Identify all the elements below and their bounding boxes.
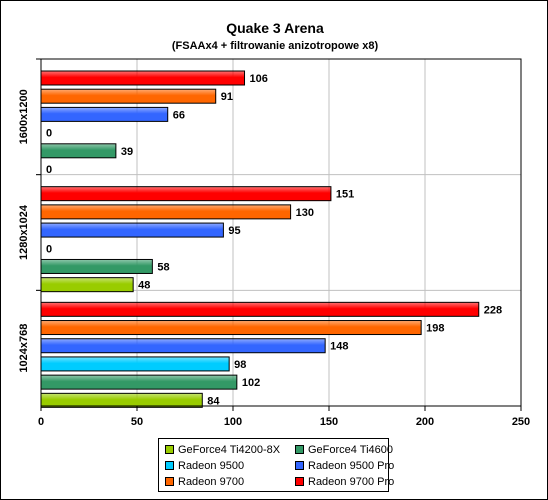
legend-label: GeForce4 Ti4200-8X — [178, 444, 281, 456]
bar — [40, 106, 169, 122]
bar — [40, 222, 224, 238]
bar — [40, 70, 246, 86]
bar — [40, 356, 230, 372]
x-tick-label: 100 — [224, 416, 242, 428]
chart-title: Quake 3 Arena — [226, 20, 324, 36]
data-label: 48 — [138, 280, 150, 292]
legend-swatch — [165, 476, 174, 486]
bar — [40, 143, 117, 159]
bar — [40, 277, 134, 293]
legend-item: Radeon 9500 Pro — [295, 459, 394, 473]
bar — [40, 88, 217, 104]
chart-subtitle: (FSAAx4 + filtrowanie anizotropowe x8) — [172, 40, 379, 52]
category-label: 1280x1024 — [18, 204, 30, 260]
bar — [40, 392, 203, 408]
legend-label: Radeon 9700 — [178, 476, 245, 488]
bar — [40, 186, 332, 202]
data-label: 84 — [207, 395, 220, 407]
legend-swatch — [165, 444, 174, 454]
x-tick-label: 50 — [131, 416, 143, 428]
data-label: 58 — [157, 261, 169, 273]
bar — [40, 374, 238, 390]
bar — [40, 258, 153, 274]
bars — [40, 70, 480, 408]
legend-label: Radeon 9500 — [178, 460, 245, 472]
data-label: 198 — [426, 323, 444, 335]
data-label: 0 — [46, 243, 52, 255]
legend-swatch — [295, 460, 304, 470]
data-label: 39 — [121, 146, 133, 158]
legend-swatch — [295, 444, 304, 454]
data-labels: 106 91 66 0 39 0 151 130 95 0 58 48 228 198 148 98 102 84 — [46, 73, 502, 407]
legend-swatch — [295, 476, 304, 486]
data-label: 130 — [296, 207, 314, 219]
data-label: 95 — [228, 225, 240, 237]
category-label: 1024x768 — [18, 324, 30, 373]
data-label: 102 — [242, 377, 260, 389]
data-label: 148 — [330, 341, 348, 353]
bar — [40, 320, 422, 336]
data-label: 98 — [234, 359, 246, 371]
bar — [40, 301, 480, 317]
x-tick-label: 200 — [416, 416, 434, 428]
legend-label: Radeon 9500 Pro — [308, 460, 395, 472]
category-label: 1600x1200 — [18, 89, 30, 144]
legend-item: GeForce4 Ti4600 — [295, 443, 393, 457]
data-label: 151 — [336, 189, 354, 201]
legend-swatch — [165, 460, 174, 470]
legend: GeForce4 Ti4200-8X GeForce4 Ti4600 Radeo… — [158, 438, 394, 492]
x-tick-label: 150 — [320, 416, 338, 428]
data-label: 66 — [173, 109, 185, 121]
data-label: 0 — [46, 128, 52, 140]
legend-label: GeForce4 Ti4600 — [308, 444, 393, 456]
x-tick-label: 250 — [512, 416, 530, 428]
x-tick-label: 0 — [38, 416, 44, 428]
legend-item: Radeon 9500 — [165, 459, 244, 473]
data-label: 228 — [484, 304, 502, 316]
axes: 0 50 100 150 200 250 1600x1200 1280x1024 1024x76… — [18, 58, 530, 428]
data-label: 0 — [46, 164, 52, 176]
data-label: 106 — [250, 73, 268, 85]
bar — [40, 338, 326, 354]
bar — [40, 204, 292, 220]
data-label: 91 — [221, 91, 233, 103]
plot-border — [40, 58, 522, 407]
legend-item: Radeon 9700 Pro — [295, 475, 394, 489]
legend-item: GeForce4 Ti4200-8X — [165, 443, 280, 457]
legend-label: Radeon 9700 Pro — [308, 476, 395, 488]
legend-item: Radeon 9700 — [165, 475, 244, 489]
